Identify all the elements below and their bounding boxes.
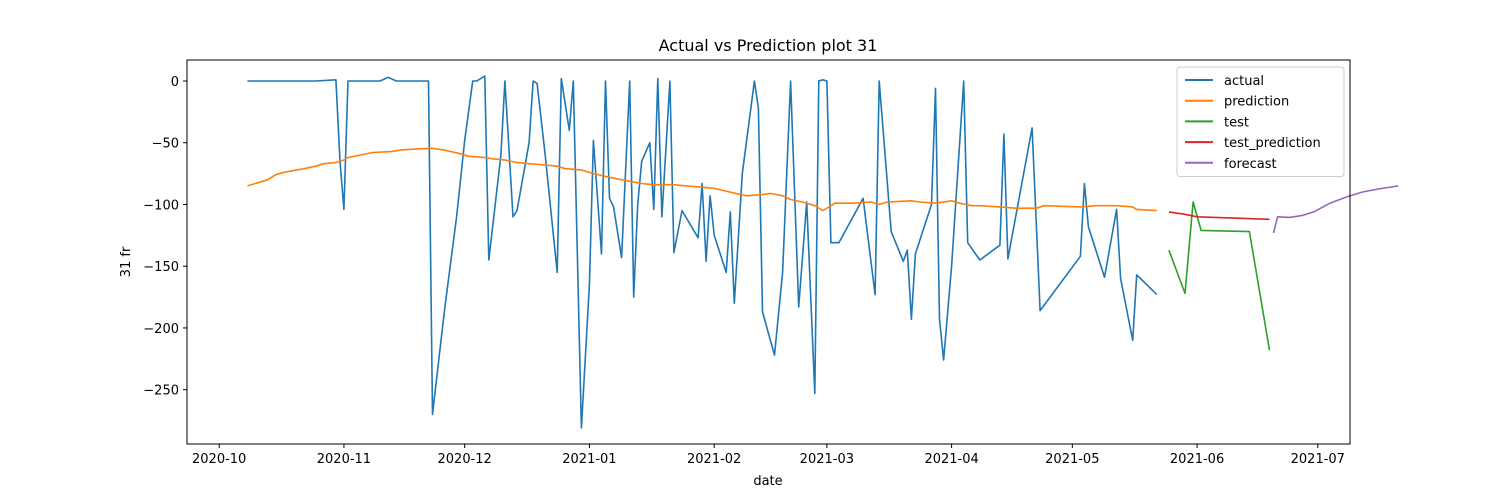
- legend: actual prediction test test_predictionforec…: [1176, 66, 1345, 177]
- y-axis-label: 31 fr: [119, 246, 134, 277]
- x-axis-ticks: 2020-10 2020-11 2020-12 2021-01 2021-02 2021-…: [192, 444, 1345, 467]
- x-tick-label: 2021-06: [1170, 452, 1224, 467]
- legend-label: test: [1224, 115, 1249, 130]
- series-line-actual: [247, 75, 1158, 429]
- series-line-test-prediction: [1168, 211, 1270, 221]
- axes-frame: [186, 59, 1351, 445]
- x-axis-label: date: [753, 474, 782, 489]
- y-tick-label: −150: [143, 260, 179, 275]
- legend-label: actual: [1224, 74, 1264, 89]
- y-tick-label: 0: [171, 75, 179, 90]
- x-tick-label: 2020-11: [317, 452, 371, 467]
- series-line-forecast: [1272, 185, 1399, 234]
- y-tick-label: −50: [152, 137, 179, 152]
- series-line-prediction: [247, 147, 1157, 212]
- chart-title: Actual vs Prediction plot 31: [659, 36, 878, 55]
- x-tick-label: 2021-05: [1045, 452, 1099, 467]
- y-axis-ticks: 0 −50 −100 −150 −200 −250: [143, 75, 187, 399]
- x-tick-label: 2020-10: [192, 452, 246, 467]
- x-tick-label: 2021-04: [924, 452, 978, 467]
- x-tick-label: 2021-01: [562, 452, 616, 467]
- y-tick-label: −100: [143, 198, 179, 213]
- x-tick-label: 2021-03: [800, 452, 854, 467]
- series-lines: [247, 75, 1399, 429]
- x-tick-label: 2020-12: [438, 452, 492, 467]
- y-tick-label: −250: [143, 384, 179, 399]
- x-tick-label: 2021-07: [1291, 452, 1345, 467]
- legend-label: prediction: [1224, 95, 1289, 110]
- legend-box: [1176, 66, 1345, 177]
- x-tick-label: 2021-02: [687, 452, 741, 467]
- y-tick-label: −200: [143, 322, 179, 337]
- legend-label: test_prediction: [1224, 136, 1321, 151]
- legend-label: forecast: [1224, 157, 1277, 172]
